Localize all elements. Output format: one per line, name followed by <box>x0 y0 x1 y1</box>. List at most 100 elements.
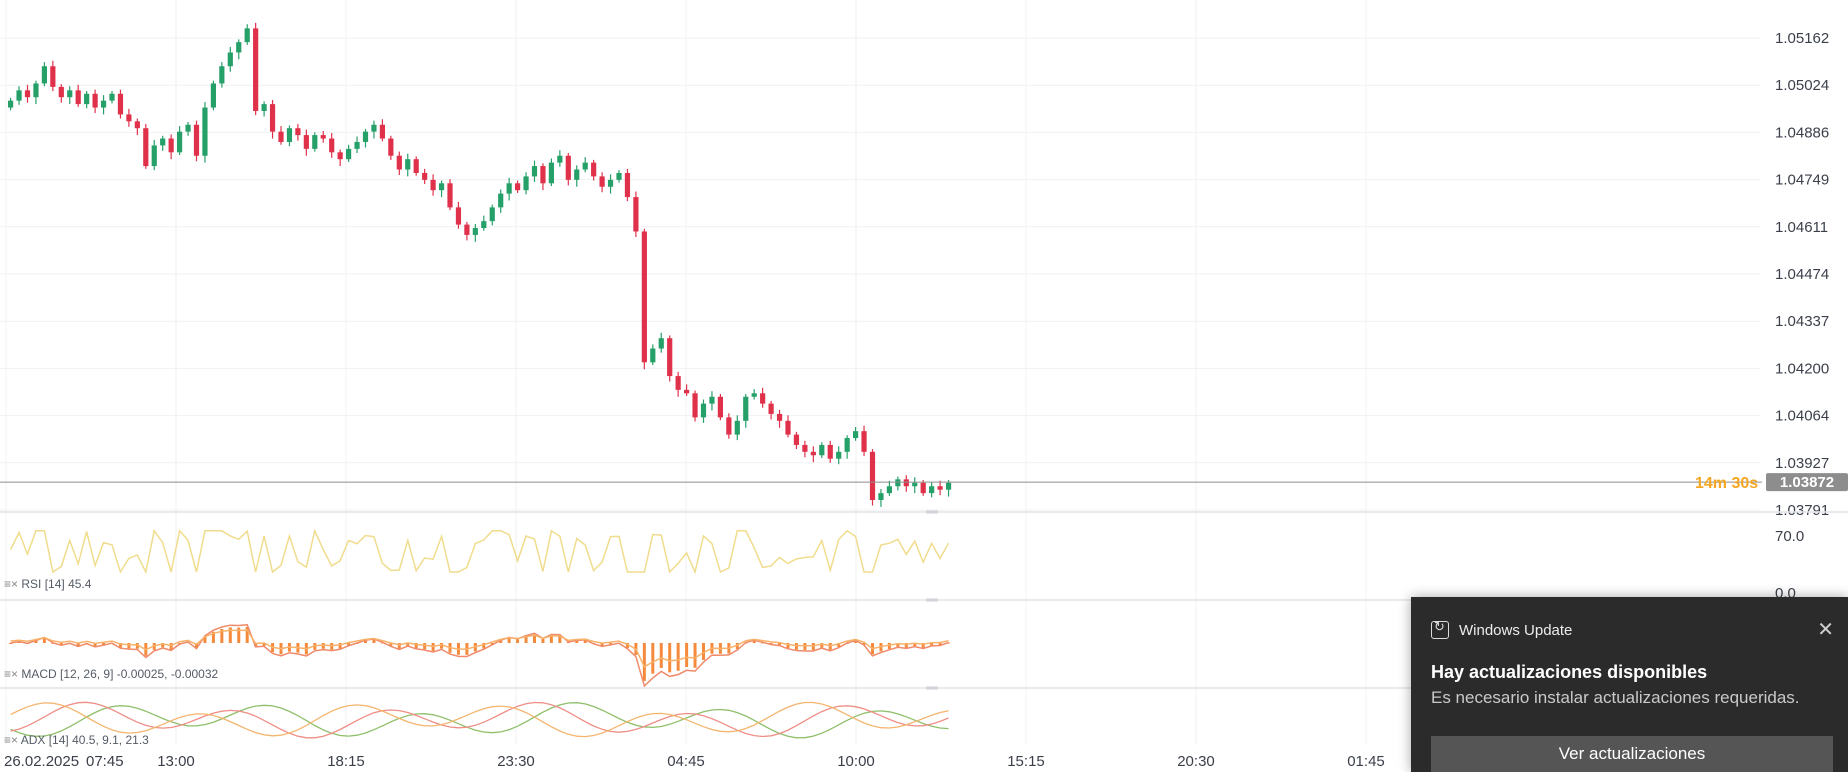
candle-body <box>134 121 140 129</box>
candle-body <box>717 396 723 418</box>
price-tick-label: 1.04886 <box>1775 124 1829 141</box>
adx-plus-di-line <box>10 702 949 739</box>
macd-histogram-bar <box>794 643 798 650</box>
candle-body <box>109 93 115 101</box>
macd-histogram-bar <box>347 643 351 646</box>
candle-body <box>574 169 580 180</box>
macd-histogram-bar <box>195 643 198 649</box>
candle-body <box>371 124 377 132</box>
windows-update-icon <box>1431 620 1449 639</box>
indicator-settings-icon[interactable]: ≡× <box>4 733 19 747</box>
macd-histogram-bar <box>938 643 942 646</box>
macd-histogram-bar <box>17 641 21 643</box>
macd-value2: -0.00032 <box>170 667 219 681</box>
macd-histogram-bar <box>583 640 587 643</box>
candle-body <box>337 152 343 160</box>
macd-histogram-bar <box>913 643 917 647</box>
macd-histogram-bar <box>220 628 224 643</box>
time-tick-label: 04:45 <box>667 753 705 770</box>
macd-histogram-bar <box>262 643 266 646</box>
macd-histogram-bar <box>211 631 215 643</box>
candle-body <box>929 486 935 494</box>
candle-body <box>624 172 631 198</box>
candle-body <box>861 431 867 452</box>
current-price-label: 1.03872 <box>1780 474 1834 491</box>
macd-histogram-bar <box>507 638 511 643</box>
view-updates-button[interactable]: Ver actualizaciones <box>1431 736 1833 772</box>
price-tick-label: 1.05024 <box>1775 77 1829 94</box>
candle-body <box>827 444 833 459</box>
macd-label: MACD <box>21 667 57 681</box>
macd-histogram-bar <box>786 643 790 649</box>
macd-histogram-bar <box>42 638 46 643</box>
macd-histogram-bar <box>600 643 604 647</box>
macd-histogram-bar <box>668 643 672 673</box>
close-icon[interactable]: ✕ <box>1817 617 1834 641</box>
candle-body <box>33 83 39 98</box>
candle-body <box>523 176 529 191</box>
macd-signal-line <box>10 629 949 668</box>
candle-body <box>481 221 487 229</box>
macd-histogram-bar <box>490 643 494 645</box>
time-tick-label: 23:30 <box>497 753 535 770</box>
adx-legend: ≡× ADX [14] 40.5, 9.1, 21.3 <box>4 733 149 747</box>
candle-body <box>286 128 293 142</box>
candle-body <box>734 420 740 435</box>
macd-params: [12, 26, 9] <box>60 667 114 681</box>
macd-histogram-bar <box>693 643 697 668</box>
time-tick-label: 01:45 <box>1347 753 1385 770</box>
candle-body <box>67 90 73 98</box>
candle-body <box>227 52 233 67</box>
candle-body <box>16 90 22 101</box>
candle-body <box>117 93 124 115</box>
candle-body <box>219 66 225 84</box>
macd-histogram-bar <box>609 643 613 645</box>
candle-body <box>143 128 149 167</box>
macd-histogram-bar <box>549 635 553 643</box>
macd-histogram-bar <box>575 640 579 643</box>
candle-body <box>430 179 436 191</box>
candle-body <box>185 124 191 132</box>
macd-histogram-bar <box>372 639 376 643</box>
candle-body <box>438 183 445 191</box>
candle-body <box>844 438 850 452</box>
macd-histogram-bar <box>651 643 655 674</box>
candle-body <box>498 193 504 208</box>
indicator-settings-icon[interactable]: ≡× <box>4 667 19 681</box>
rsi-legend: ≡× RSI [14] 45.4 <box>4 577 91 591</box>
adx-line <box>10 701 949 738</box>
macd-histogram-bar <box>169 643 173 650</box>
macd-histogram-bar <box>524 636 528 643</box>
candle-body <box>84 93 90 105</box>
candle-body <box>641 231 647 363</box>
candle-body <box>236 42 242 53</box>
macd-histogram-bar <box>364 640 367 643</box>
candle-body <box>785 420 791 435</box>
price-tick-label: 1.03927 <box>1775 455 1829 472</box>
candle-body <box>362 131 369 142</box>
time-axis: 26.02.2025 07:45 13:00 18:15 23:30 04:45 10:00… <box>4 753 1385 770</box>
pane-resize-handle <box>926 598 938 602</box>
macd-histogram-bar <box>254 643 258 647</box>
macd-histogram-bar <box>921 643 925 648</box>
candle-body <box>422 172 428 180</box>
windows-update-notification[interactable]: Windows Update ✕ Hay actualizaciones dis… <box>1411 597 1848 772</box>
candle-body <box>802 444 808 452</box>
macd-histogram-bar <box>338 643 342 649</box>
price-axis: 1.05162 1.05024 1.04886 1.04749 1.04611 1.044… <box>1775 30 1829 519</box>
macd-histogram-bar <box>887 643 891 649</box>
macd-histogram-bar <box>752 640 756 643</box>
macd-histogram-bar <box>735 643 739 650</box>
candle-body <box>354 141 360 149</box>
candle-body <box>8 100 14 108</box>
indicator-settings-icon[interactable]: ≡× <box>4 577 19 591</box>
candle-body <box>160 138 166 146</box>
candle-body <box>50 66 56 87</box>
candle-body <box>41 66 47 84</box>
candle-body <box>599 176 605 187</box>
candle-body <box>303 135 309 149</box>
macd-histogram-bar <box>778 643 782 646</box>
price-tick-label: 1.04474 <box>1775 266 1829 283</box>
candle-body <box>658 338 664 349</box>
